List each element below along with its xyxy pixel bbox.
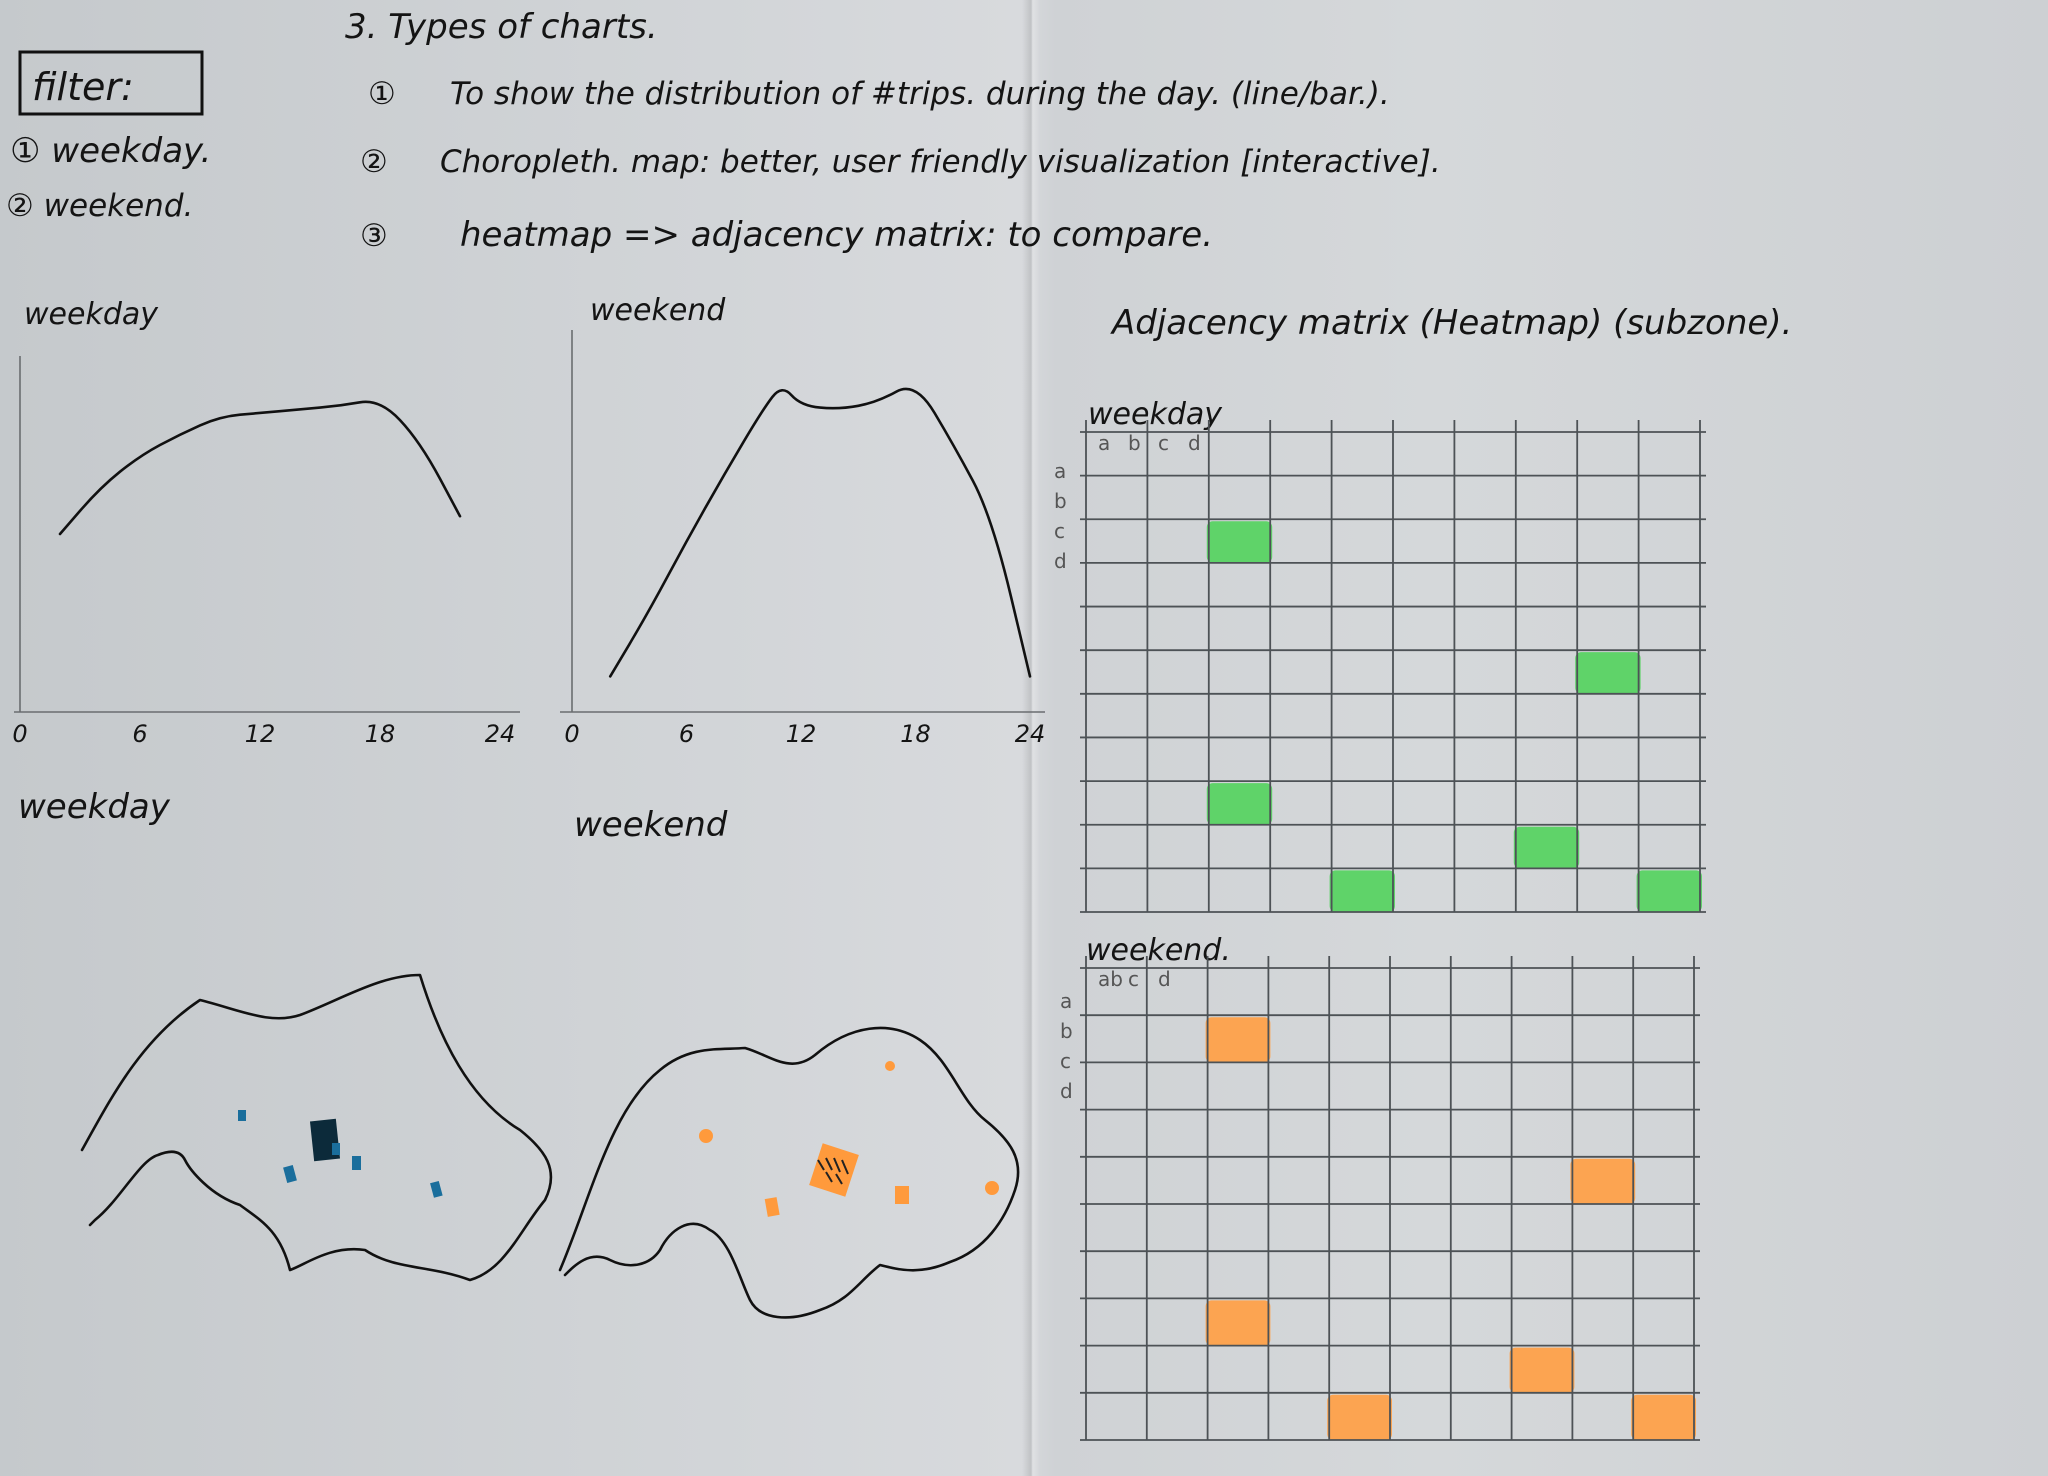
- x-tick-label: 0: [12, 720, 27, 748]
- map-region-mark: [885, 1061, 895, 1071]
- x-tick-label: 6: [132, 720, 147, 748]
- note-item-3: ③ heatmap => adjacency matrix: to compar…: [360, 215, 1213, 255]
- map-region-mark: [985, 1181, 999, 1195]
- heatmap-cell-filled: [1205, 1017, 1271, 1063]
- heatmap-cell-filled: [1636, 870, 1702, 912]
- note-marker-3: ③: [360, 218, 388, 254]
- matrix-top-letter: ab: [1098, 967, 1123, 991]
- map-weekday: weekday: [18, 787, 553, 1282]
- matrix-left-letter: c: [1054, 519, 1065, 543]
- x-tick-label: 24: [1015, 720, 1046, 748]
- matrix-weekend-cells: [1205, 1017, 1696, 1440]
- map-region-mark: [238, 1110, 246, 1121]
- matrix-top-letter: c: [1128, 967, 1139, 991]
- filter-option-weekday: ① weekday.: [10, 131, 211, 171]
- page-fold: [1022, 0, 1040, 1476]
- map-region-mark: [283, 1164, 297, 1184]
- matrix-left-letter: a: [1060, 989, 1072, 1013]
- hatch-marks: [817, 1157, 849, 1185]
- note-item-1: ① To show the distribution of #trips. du…: [368, 76, 1390, 112]
- heatmap-cell-filled: [1329, 870, 1395, 912]
- filter-option-weekend: ② weekend.: [6, 188, 193, 224]
- map-region-mark: [430, 1180, 443, 1198]
- map-weekday-title: weekday: [18, 787, 171, 827]
- matrix-top-letter: d: [1188, 431, 1201, 455]
- matrix-top-letter: a: [1098, 431, 1110, 455]
- matrix-top-letter: c: [1158, 431, 1169, 455]
- x-tick-label: 0: [564, 720, 579, 748]
- x-ticks-weekday: 0 6 12 18 24: [12, 720, 515, 748]
- map-weekend-title: weekend: [574, 805, 728, 845]
- map-region-mark: [352, 1156, 361, 1170]
- heatmap-cell-filled: [1205, 1300, 1271, 1346]
- note-text-1: To show the distribution of #trips. duri…: [450, 76, 1390, 112]
- note-marker-2: ②: [360, 144, 388, 180]
- x-tick-label: 12: [245, 720, 276, 748]
- matrix-weekend-top-letters: ab c d: [1098, 967, 1171, 991]
- matrix-top-letter: d: [1158, 967, 1171, 991]
- matrix-left-letter: d: [1054, 549, 1067, 573]
- matrix-top-letter: b: [1128, 431, 1141, 455]
- matrix-left-letter: a: [1054, 459, 1066, 483]
- matrix-left-letter: b: [1054, 489, 1067, 513]
- filter-title: filter:: [32, 65, 134, 109]
- heatmap-cell-filled: [1327, 1394, 1392, 1440]
- matrix-weekend-grid: [1080, 956, 1700, 1441]
- filter-box: [18, 50, 204, 116]
- filter-panel: filter: ① weekday. ② weekend.: [6, 50, 211, 224]
- matrix-left-letter: b: [1060, 1019, 1073, 1043]
- matrix-weekday-cells: [1206, 521, 1702, 912]
- map-region-hotspot: [809, 1143, 859, 1197]
- matrix-left-letter: c: [1060, 1049, 1071, 1073]
- heatmap-cell-filled: [1206, 521, 1273, 563]
- x-ticks-weekend: 0 6 12 18 24: [564, 720, 1045, 748]
- matrix-left-letter: d: [1060, 1079, 1073, 1103]
- heatmap-cell-filled: [1513, 826, 1580, 869]
- heatmap-cell-filled: [1570, 1158, 1636, 1204]
- x-tick-label: 18: [365, 720, 396, 748]
- map-region-mark: [895, 1186, 909, 1204]
- matrix-weekday-grid: [1080, 420, 1706, 913]
- map-weekend: weekend: [558, 805, 1020, 1319]
- matrix-weekend-label: weekend.: [1086, 933, 1231, 968]
- map-outline-weekday: [80, 973, 553, 1282]
- line-chart-weekend: weekend 0 6 12 18 24: [560, 293, 1045, 748]
- map-hotspot-striped: [809, 1143, 859, 1197]
- note-text-2: Choropleth. map: better, user friendly v…: [440, 144, 1441, 180]
- x-tick-label: 12: [786, 720, 817, 748]
- matrix-weekday-label: weekday: [1088, 397, 1223, 432]
- map-region-mark: [764, 1197, 780, 1217]
- line-chart-weekday: weekday 0 6 12 18 24: [12, 297, 520, 748]
- note-marker-1: ①: [368, 76, 396, 112]
- series-line-weekend: [608, 387, 1032, 678]
- map-outline-weekend: [558, 1026, 1020, 1319]
- heatmap-cell-filled: [1631, 1394, 1696, 1440]
- x-tick-label: 18: [900, 720, 931, 748]
- series-line-weekday: [58, 400, 462, 536]
- matrix-title: Adjacency matrix (Heatmap) (subzone).: [1110, 303, 1792, 343]
- map-region-mark: [699, 1129, 713, 1143]
- map-region-mark: [332, 1143, 340, 1155]
- line-chart-weekday-title: weekday: [24, 297, 159, 332]
- heatmap-cell-filled: [1509, 1347, 1575, 1393]
- note-item-2: ② Choropleth. map: better, user friendly…: [360, 144, 1441, 180]
- x-tick-label: 24: [485, 720, 516, 748]
- heatmap-cell-filled: [1575, 652, 1641, 694]
- section-title: 3. Types of charts.: [345, 7, 658, 47]
- x-tick-label: 6: [679, 720, 694, 748]
- line-chart-weekend-title: weekend: [590, 293, 726, 328]
- note-text-3: heatmap => adjacency matrix: to compare.: [460, 215, 1213, 255]
- heatmap-cell-filled: [1206, 783, 1273, 825]
